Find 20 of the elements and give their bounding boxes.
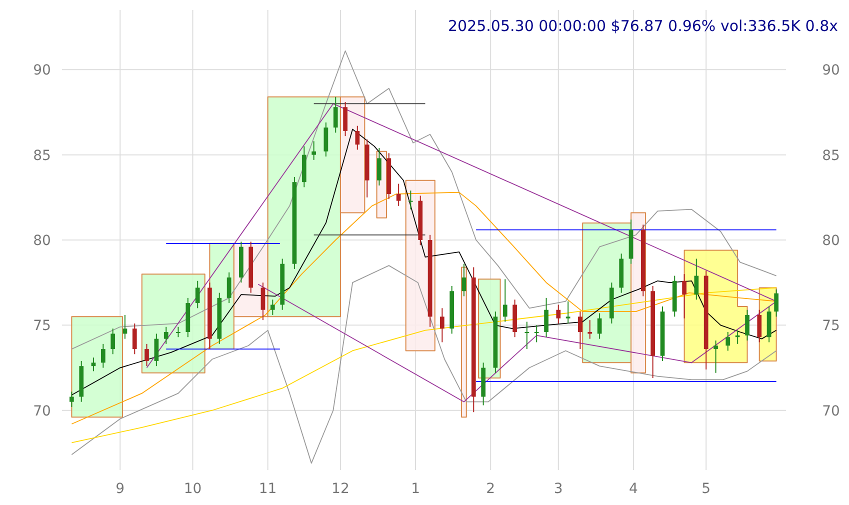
y-tick-label: 80 xyxy=(33,233,51,249)
x-tick-label: 2 xyxy=(486,481,496,497)
y2-tick-label: 85 xyxy=(822,148,840,164)
y-tick-label: 70 xyxy=(33,403,51,420)
x-tick-label: 4 xyxy=(628,481,638,497)
x-tick-label: 12 xyxy=(332,481,350,497)
text: 2025.05.30 00:00:00 $76.87 0.96% vol:336.5K 0.8x xyxy=(448,17,838,35)
x-tick-label: 11 xyxy=(258,481,277,497)
y2-tick-label: 70 xyxy=(822,403,840,420)
x-tick-label: 1 xyxy=(411,481,420,497)
y2-tick-label: 80 xyxy=(822,233,840,249)
x-tick-label: 3 xyxy=(554,481,563,497)
y-tick-label: 85 xyxy=(33,148,51,164)
x-tick-label: 9 xyxy=(116,481,125,497)
y2-tick-label: 90 xyxy=(822,62,840,79)
x-tick-label: 10 xyxy=(184,481,202,497)
y-tick-label: 90 xyxy=(33,62,51,79)
y2-tick-label: 75 xyxy=(822,318,840,334)
y-tick-label: 75 xyxy=(33,318,51,334)
x-tick-label: 5 xyxy=(702,481,711,497)
